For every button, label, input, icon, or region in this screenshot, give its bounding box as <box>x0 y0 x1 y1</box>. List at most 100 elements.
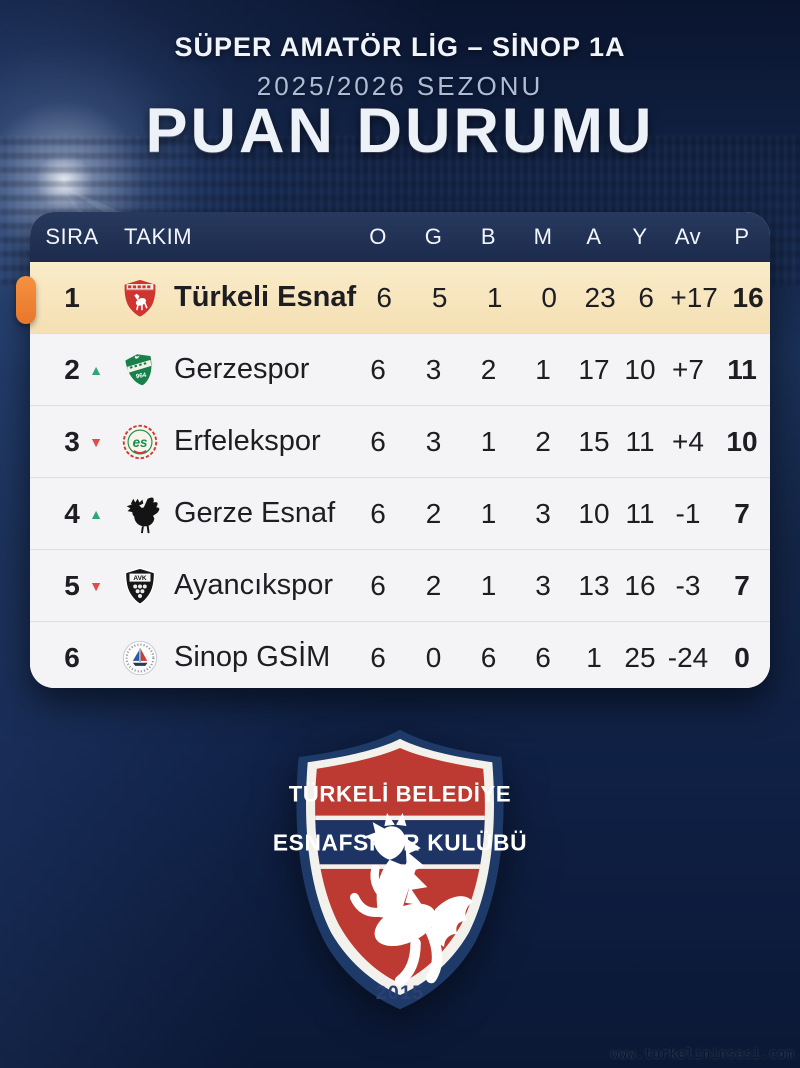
rank-cell: 4 ▲ <box>30 498 114 530</box>
stat-lost: 3 <box>535 497 551 529</box>
stat-drawn: 1 <box>480 569 497 601</box>
gerzespor-year-text: 964 <box>135 371 147 380</box>
table-row: 1 <box>30 262 770 333</box>
team-logo-cell: AVK <box>114 565 166 607</box>
team-name: Gerze Esnaf <box>174 497 336 529</box>
stat-won: 3 <box>425 425 442 457</box>
col-header-won: G <box>424 224 443 249</box>
stat-lost: 1 <box>535 353 551 385</box>
rank-number: 3 <box>64 425 80 457</box>
crest-year-text: 2015 <box>376 982 425 1004</box>
stat-goals-for: 1 <box>586 641 602 673</box>
stat-goals-against: 11 <box>625 425 655 457</box>
stat-played: 6 <box>370 425 386 457</box>
stat-won: 2 <box>425 497 442 529</box>
turkeli-esnaf-logo <box>124 279 156 317</box>
rank-number: 1 <box>64 281 80 313</box>
stat-points: 0 <box>734 641 750 673</box>
horse-icon <box>349 813 473 986</box>
stat-goal-diff: +7 <box>672 353 704 385</box>
trend-down-icon: ▼ <box>89 433 103 450</box>
stat-goal-diff: -24 <box>667 641 709 673</box>
club-crest: TÜRKELİ BELEDİYE ESNAFSPOR KULÜBÜ 2015 <box>270 722 530 1026</box>
table-row: 6 Sinop GSİM 6 0 6 6 <box>30 621 770 688</box>
col-header-points: P <box>734 224 750 249</box>
team-logo-cell <box>114 493 166 535</box>
table-row: 5 ▼ AVK Ayancıkspor 6 2 1 3 13 16 -3 <box>30 549 770 621</box>
stat-played: 6 <box>370 497 386 529</box>
col-header-team: TAKIM <box>124 224 193 249</box>
stat-goals-for: 15 <box>578 425 610 457</box>
stat-drawn: 1 <box>480 497 497 529</box>
col-header-goals-for: A <box>586 224 602 249</box>
erfelekspor-logo: es <box>122 424 158 459</box>
team-name: Erfelekspor <box>174 425 321 457</box>
stat-goals-against: 6 <box>638 281 654 313</box>
stat-goals-for: 10 <box>578 497 610 529</box>
gerze-esnaf-rooster-logo <box>126 496 160 533</box>
trend-up-icon: ▲ <box>89 361 103 378</box>
stat-goals-for: 23 <box>584 281 616 313</box>
stat-points: 11 <box>727 353 757 385</box>
team-logo-cell: 964 <box>114 349 166 391</box>
stat-drawn: 6 <box>480 641 497 673</box>
sinop-gsim-logo <box>122 640 158 675</box>
team-name: Sinop GSİM <box>174 641 331 673</box>
standings-table: SIRA TAKIM O G B M A Y Av P 1 <box>30 212 770 688</box>
team-logo-cell: es <box>114 421 166 463</box>
rank-number: 6 <box>64 641 80 673</box>
first-place-marker <box>16 276 36 324</box>
stat-drawn: 1 <box>486 281 503 313</box>
stat-goals-for: 13 <box>578 569 610 601</box>
stat-played: 6 <box>370 641 386 673</box>
col-header-played: O <box>369 224 387 249</box>
ayancik-letters-text: AVK <box>133 574 147 581</box>
stat-won: 3 <box>425 353 442 385</box>
stat-played: 6 <box>370 569 386 601</box>
page-title: PUAN DURUMU <box>145 96 655 166</box>
crest-line1-text: TÜRKELİ BELEDİYE <box>289 781 512 806</box>
stat-goals-against: 10 <box>624 353 656 385</box>
stat-goal-diff: -1 <box>675 497 701 529</box>
stat-goals-for: 17 <box>578 353 610 385</box>
rank-number: 5 <box>64 569 80 601</box>
mini-horse-icon <box>134 293 148 310</box>
erfelek-letters-text: es <box>133 434 148 449</box>
rank-number: 2 <box>64 353 80 385</box>
stat-lost: 2 <box>535 425 551 457</box>
trend-up-icon: ▲ <box>89 505 103 522</box>
gerzespor-logo: 964 <box>123 352 153 387</box>
stat-won: 5 <box>431 281 448 313</box>
stat-lost: 0 <box>541 281 557 313</box>
col-header-goal-diff: Av <box>674 224 702 249</box>
trend-down-icon: ▼ <box>89 577 103 594</box>
watermark-url: www.turkelininsesi.com <box>610 1047 794 1062</box>
stat-lost: 3 <box>535 569 551 601</box>
stat-played: 6 <box>376 281 392 313</box>
rank-cell: 6 <box>30 642 114 674</box>
league-title: SÜPER AMATÖR LİG – SİNOP 1A <box>174 32 626 62</box>
table-header-row: SIRA TAKIM O G B M A Y Av P <box>30 212 770 262</box>
stat-goal-diff: +17 <box>670 281 718 313</box>
stat-played: 6 <box>370 353 386 385</box>
col-header-goals-against: Y <box>632 224 648 249</box>
rank-cell: 1 <box>30 282 114 314</box>
season-subtitle: 2025/2026 SEZONU <box>256 71 544 101</box>
stat-goals-against: 11 <box>625 497 655 529</box>
stat-lost: 6 <box>535 641 551 673</box>
stat-drawn: 2 <box>480 353 497 385</box>
stat-goals-against: 25 <box>624 641 656 673</box>
stat-won: 2 <box>425 569 442 601</box>
team-logo-cell <box>114 277 166 319</box>
stat-drawn: 1 <box>480 425 497 457</box>
team-name: Türkeli Esnaf <box>174 281 357 313</box>
col-header-rank: SIRA <box>45 224 99 249</box>
stat-points: 10 <box>726 425 758 457</box>
team-name: Ayancıkspor <box>174 569 334 601</box>
stat-goals-against: 16 <box>624 569 656 601</box>
table-row: 2 ▲ 964 Gerzespor <box>30 333 770 405</box>
team-name: Gerzespor <box>174 353 310 385</box>
stat-points: 16 <box>732 281 764 313</box>
stat-points: 7 <box>734 569 750 601</box>
